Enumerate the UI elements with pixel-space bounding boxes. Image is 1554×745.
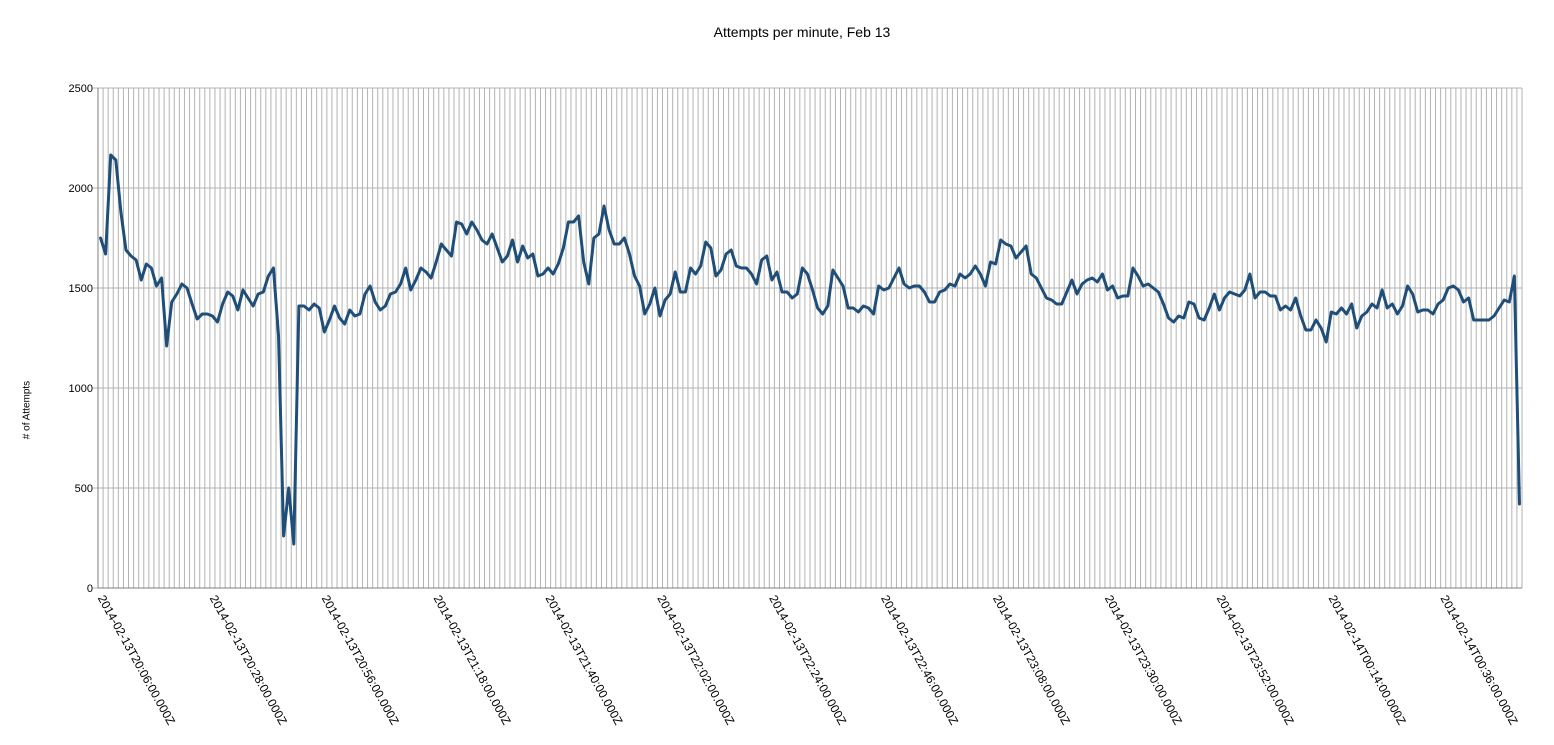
horizontal-gridlines [93,87,1522,589]
y-tick-label: 2000 [69,183,93,195]
x-tick-label: 2014-02-13T22:46:00.000Z [878,593,961,728]
x-tick-label: 2014-02-13T22:02:00.000Z [654,593,737,728]
y-tick-label: 500 [75,483,93,495]
y-tick-label: 0 [87,583,93,595]
x-tick-label: 2014-02-14T00:14:00.000Z [1326,593,1409,728]
x-tick-label: 2014-02-13T20:06:00.000Z [95,593,178,728]
x-tick-label: 2014-02-13T22:24:00.000Z [766,593,849,728]
y-tick-label: 1000 [69,383,93,395]
series-line [99,153,1521,546]
x-tick-label: 2014-02-13T23:52:00.000Z [1214,593,1297,728]
chart-title: Attempts per minute, Feb 13 [713,24,891,40]
vertical-gridlines [97,88,1523,588]
series-group [99,153,1521,546]
y-tick-label: 2500 [69,83,93,95]
x-tick-label: 2014-02-13T20:28:00.000Z [207,593,290,728]
x-tick-label: 2014-02-13T23:30:00.000Z [1102,593,1185,728]
y-tick-label: 1500 [69,283,93,295]
y-tick-labels: 0 500 1000 1500 2000 2500 [69,83,93,595]
x-tick-label: 2014-02-13T23:08:00.000Z [990,593,1073,728]
x-tick-label: 2014-02-13T20:56:00.000Z [319,593,402,728]
x-tick-label: 2014-02-13T21:18:00.000Z [431,593,514,728]
x-tick-label: 2014-02-14T00:36:00.000Z [1438,593,1521,728]
x-tick-label: 2014-02-13T21:40:00.000Z [542,593,625,728]
x-tick-labels: 2014-02-13T20:06:00.000Z 2014-02-13T20:28… [95,593,1521,728]
axes [97,88,1522,589]
